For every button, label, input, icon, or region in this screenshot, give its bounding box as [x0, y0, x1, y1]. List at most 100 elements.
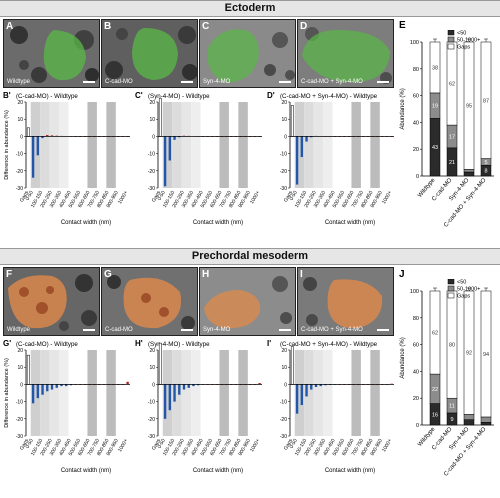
panel-letter: H' — [135, 339, 143, 348]
panel-letter-a: A — [6, 21, 14, 32]
shaded-band — [294, 102, 305, 188]
micrograph-d-image — [298, 20, 393, 87]
difference-bar — [290, 346, 294, 385]
segment-value-label: 38 — [432, 65, 438, 71]
difference-bar — [319, 384, 322, 387]
y-tick-label: 0 — [20, 134, 23, 140]
y-tick-label: 20 — [149, 100, 155, 106]
segment-value-label: 94 — [483, 352, 489, 358]
x-axis-label: Contact width (nm) — [193, 220, 243, 226]
panel-letter: B' — [3, 91, 11, 100]
micrograph-g: G C-cad-MO — [101, 267, 198, 336]
difference-bar — [305, 384, 308, 397]
difference-bar — [300, 384, 303, 406]
y-tick-label: 10 — [149, 365, 155, 371]
difference-bar — [126, 381, 129, 385]
segment-value-label: 62 — [432, 331, 438, 337]
difference-bar — [163, 136, 167, 187]
scale-bar — [377, 81, 389, 83]
difference-chart-i-prime: I' (C-cad-MO + Syn-4-MO) - Wildtype20100-… — [267, 339, 394, 474]
micrograph-b: B C-cad-MO — [101, 19, 198, 88]
y-tick-label: -10 — [280, 152, 287, 158]
difference-bar — [295, 136, 299, 185]
mesoderm-banner: Prechordal mesoderm — [0, 248, 500, 265]
segment-value-label: 21 — [449, 160, 455, 166]
difference-bar — [158, 98, 162, 137]
legend-swatch — [447, 43, 455, 50]
shaded-band — [370, 102, 380, 188]
y-tick-label: 40 — [413, 369, 419, 375]
difference-bar — [26, 127, 30, 137]
segment-value-label: 19 — [432, 104, 438, 110]
segment-value-label: 62 — [449, 82, 455, 88]
stacked-bar-segment — [463, 414, 475, 420]
shaded-band — [181, 102, 192, 188]
difference-bar — [258, 383, 261, 385]
shaded-band — [304, 102, 314, 188]
stacked-bar-segment — [480, 422, 492, 426]
micrograph-f-image — [4, 268, 99, 335]
x-axis-label: Contact width (nm) — [61, 220, 111, 226]
panel-letter-f: F — [6, 269, 13, 280]
scale-bar — [377, 329, 389, 331]
x-tick-label: 1000+ — [117, 438, 129, 453]
y-axis-label: Difference in abundance (%) — [4, 358, 10, 428]
segment-value-label: 43 — [432, 145, 438, 151]
x-tick-label: 1000+ — [381, 190, 393, 205]
panel-letter: G' — [3, 339, 11, 348]
y-axis-label: Difference in abundance (%) — [4, 110, 10, 180]
y-tick-label: -20 — [148, 169, 155, 175]
x-tick-label: Gaps — [283, 438, 294, 452]
difference-bar — [46, 135, 49, 137]
micrograph-a: A Wildtype — [3, 19, 100, 88]
shaded-band — [49, 350, 60, 436]
micrograph-c-image — [200, 20, 295, 87]
difference-bar — [182, 384, 186, 390]
y-tick-label: 60 — [413, 94, 419, 100]
x-axis-label: Contact width (nm) — [325, 220, 375, 226]
segment-value-label: 92 — [466, 351, 472, 357]
difference-bar — [36, 136, 39, 156]
micrograph-d: D C-cad-MO + Syn-4-MO — [297, 19, 394, 88]
legend-swatch — [447, 36, 455, 43]
panel-letter-d: D — [300, 21, 308, 32]
x-tick-label: 0-50 — [25, 438, 35, 450]
segment-value-label: 95 — [466, 104, 472, 110]
x-tick-label: 1000+ — [381, 438, 393, 453]
panel-title: (C-cad-MO) - Wildtype — [16, 93, 78, 100]
panel-letter-g: G — [104, 269, 112, 280]
difference-bar — [324, 384, 327, 386]
shaded-band — [30, 350, 41, 436]
x-tick-label: 0-50 — [157, 190, 167, 202]
y-tick-label: -20 — [280, 417, 287, 423]
y-tick-label: 10 — [281, 117, 287, 123]
shaded-band — [106, 350, 116, 436]
micrograph-h: H Syn-4-MO — [199, 267, 296, 336]
shaded-band — [313, 350, 324, 436]
abundance-chart-ectoderm: Abundance (%)020406080100431938Wildtype2… — [400, 30, 494, 229]
y-tick-label: -10 — [16, 400, 23, 406]
image-label-g: C-cad-MO — [105, 327, 133, 333]
panel-letter-b: B — [104, 21, 112, 32]
difference-bar — [31, 384, 35, 404]
image-label-i: C-cad-MO + Syn-4-MO — [301, 327, 363, 333]
difference-bar — [300, 136, 303, 158]
x-tick-label: Gaps — [283, 190, 294, 204]
shaded-band — [370, 350, 380, 436]
y-tick-label: 80 — [413, 67, 419, 73]
difference-bar — [173, 136, 176, 140]
difference-bar — [187, 384, 190, 388]
difference-bar — [36, 384, 39, 399]
segment-value-label: 80 — [449, 343, 455, 349]
difference-bar — [50, 135, 54, 137]
panel-letter-i: I — [300, 269, 303, 280]
shaded-band — [351, 102, 361, 188]
y-tick-label: 20 — [413, 147, 419, 153]
difference-bar — [55, 384, 58, 388]
y-tick-label: 20 — [17, 100, 23, 106]
difference-bar — [50, 384, 54, 390]
legend-label: Gaps — [457, 45, 470, 51]
shaded-band — [323, 102, 333, 188]
